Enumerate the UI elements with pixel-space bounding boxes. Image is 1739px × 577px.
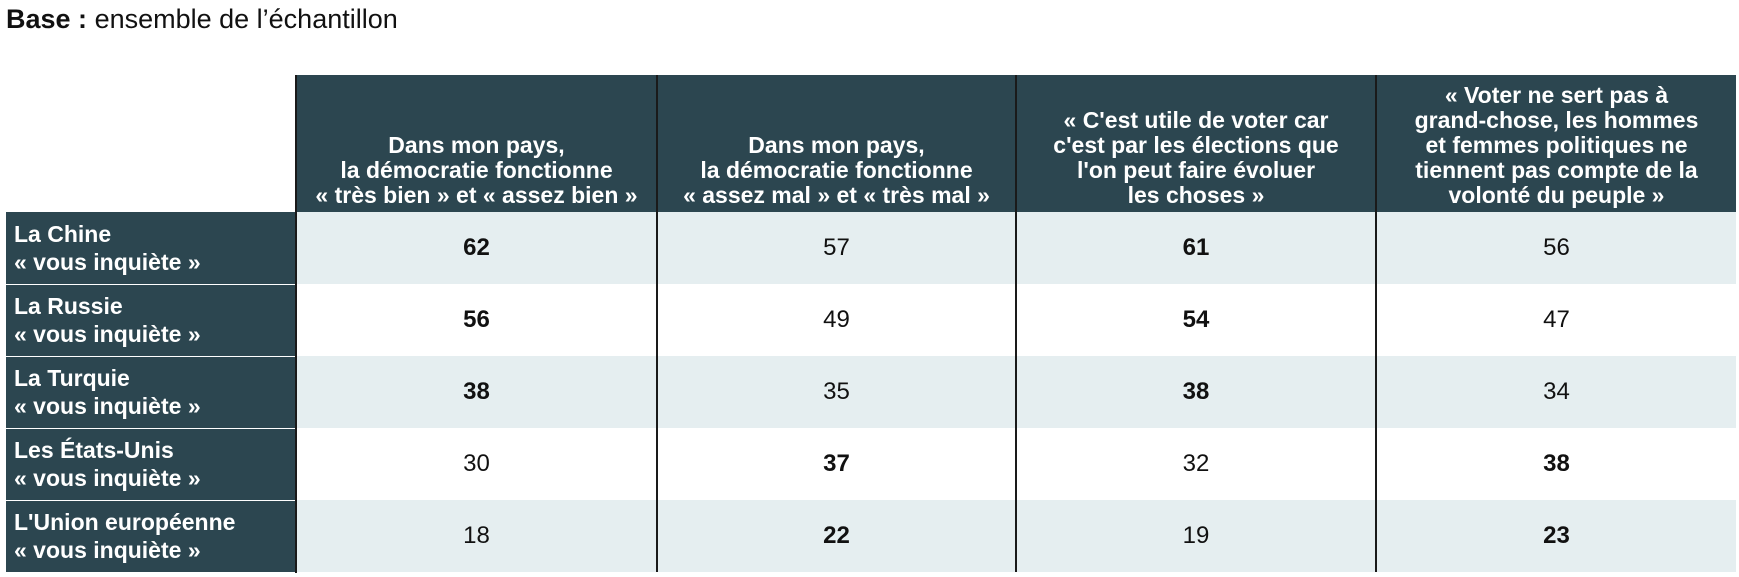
cell-value: 47 (1375, 284, 1736, 356)
column-header: Dans mon pays, la démocratie fonctionne … (656, 75, 1016, 212)
table-row: La Russie « vous inquiète » 56 49 54 47 (6, 284, 1736, 357)
cell-value: 54 (1015, 284, 1376, 356)
column-header: « C'est utile de voter car c'est par les… (1015, 75, 1376, 212)
cell-value: 62 (295, 212, 657, 284)
header-row: Dans mon pays, la démocratie fonctionne … (6, 75, 1736, 212)
cell-value: 38 (295, 356, 657, 428)
row-label: La Russie « vous inquiète » (6, 284, 296, 357)
row-label: L'Union européenne « vous inquiète » (6, 500, 296, 573)
cell-value: 56 (1375, 212, 1736, 284)
cell-value: 57 (656, 212, 1016, 284)
column-header: « Voter ne sert pas à grand-chose, les h… (1375, 75, 1736, 212)
cell-value: 49 (656, 284, 1016, 356)
cell-value: 37 (656, 428, 1016, 500)
cell-value: 19 (1015, 500, 1376, 572)
table-body: La Chine « vous inquiète » 62 57 61 56 La Rus… (6, 212, 1736, 573)
cell-value: 61 (1015, 212, 1376, 284)
table-row: L'Union européenne « vous inquiète » 18 22… (6, 500, 1736, 573)
cell-value: 30 (295, 428, 657, 500)
base-note: Base : ensemble de l’échantillon (6, 4, 398, 35)
table-row: La Chine « vous inquiète » 62 57 61 56 (6, 212, 1736, 285)
table-row: Les États-Unis « vous inquiète » 30 37 32 38 (6, 428, 1736, 501)
table-row: La Turquie « vous inquiète » 38 35 38 34 (6, 356, 1736, 429)
cell-value: 38 (1375, 428, 1736, 500)
cell-value: 34 (1375, 356, 1736, 428)
corner (6, 75, 296, 212)
cell-value: 23 (1375, 500, 1736, 572)
results-table: Dans mon pays, la démocratie fonctionne … (6, 75, 1736, 573)
cell-value: 35 (656, 356, 1016, 428)
cell-value: 32 (1015, 428, 1376, 500)
base-text: ensemble de l’échantillon (94, 4, 398, 34)
row-label: La Turquie « vous inquiète » (6, 356, 296, 429)
row-label: Les États-Unis « vous inquiète » (6, 428, 296, 501)
cell-value: 56 (295, 284, 657, 356)
base-label: Base : (6, 4, 88, 34)
cell-value: 18 (295, 500, 657, 572)
column-header: Dans mon pays, la démocratie fonctionne … (295, 75, 657, 212)
row-label: La Chine « vous inquiète » (6, 212, 296, 285)
cell-value: 38 (1015, 356, 1376, 428)
cell-value: 22 (656, 500, 1016, 572)
